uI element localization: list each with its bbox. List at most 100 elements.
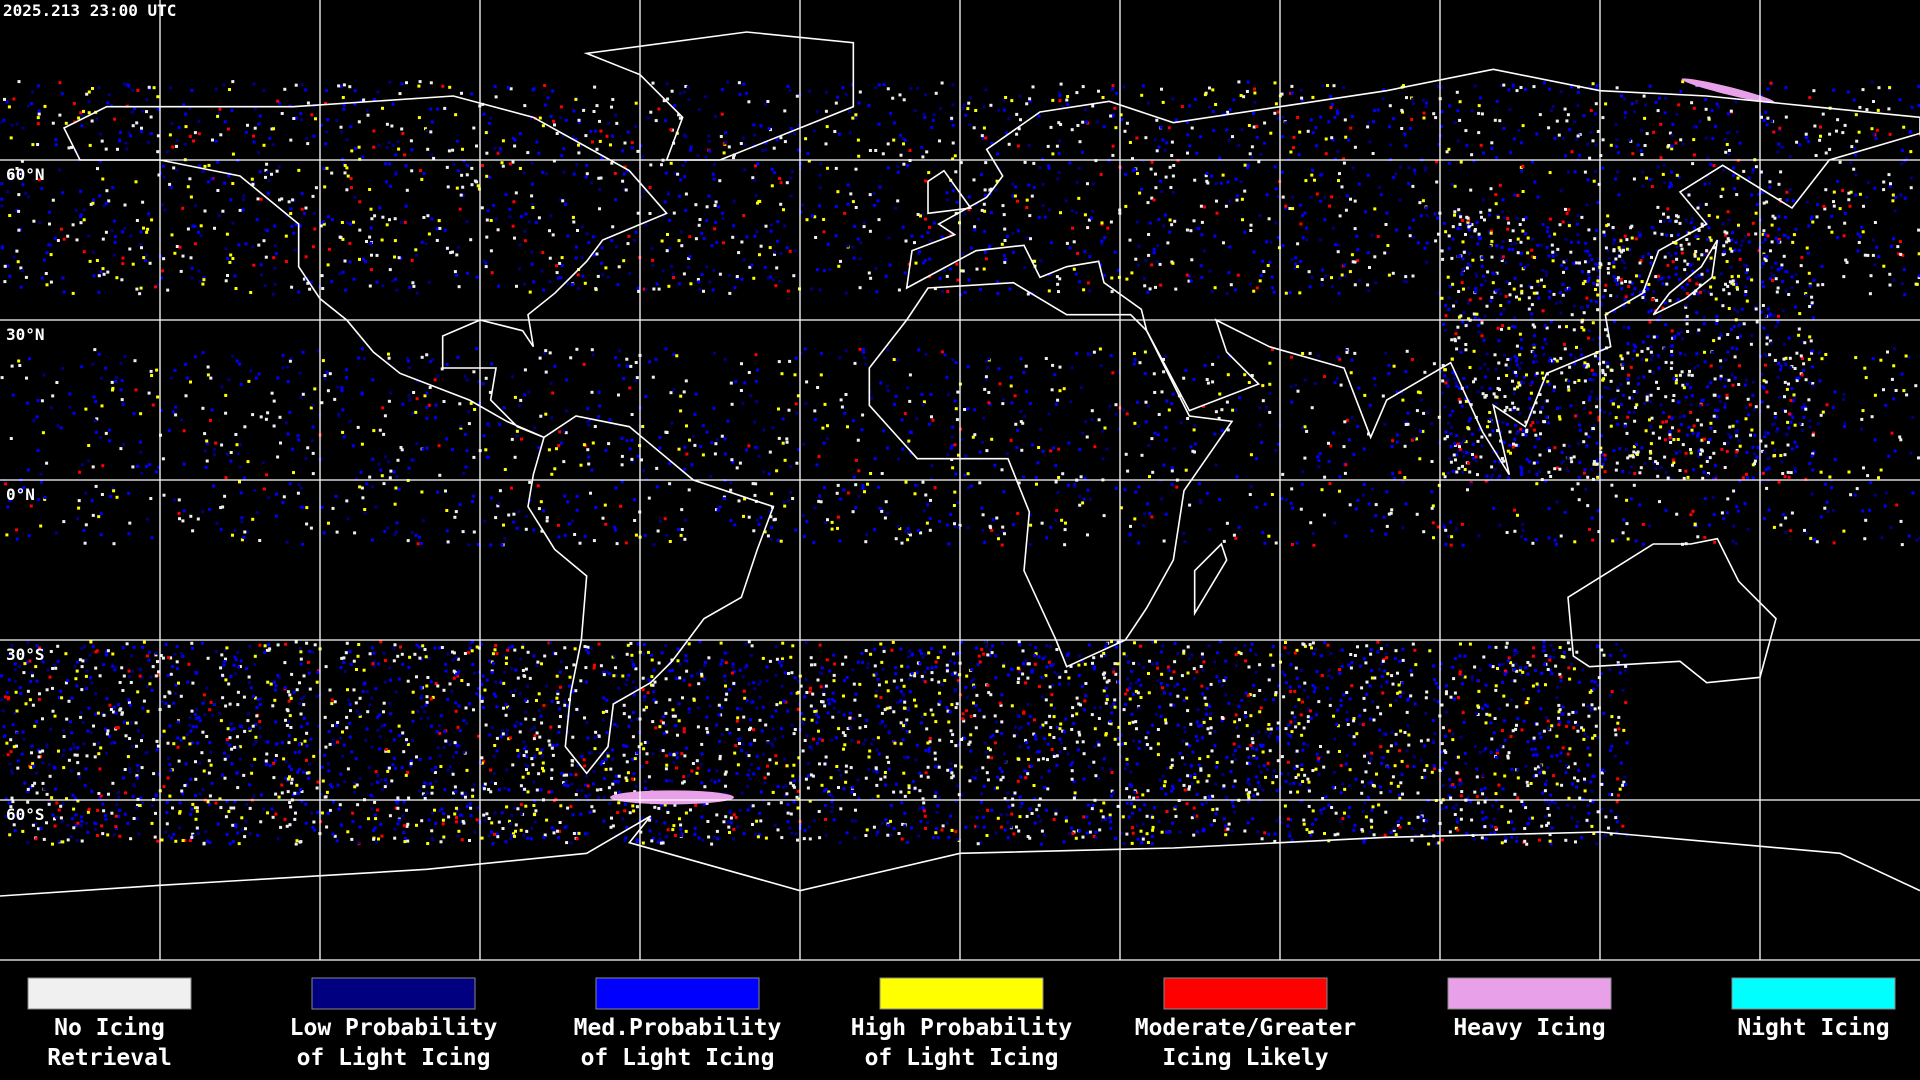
icing-pixel [1288, 207, 1292, 210]
icing-pixel [1341, 817, 1345, 821]
icing-pixel [489, 830, 493, 834]
icing-pixel [807, 774, 810, 778]
icing-pixel [16, 766, 20, 770]
icing-pixel [252, 694, 255, 698]
icing-pixel [1567, 720, 1571, 724]
icing-pixel [370, 745, 374, 749]
icing-pixel [451, 772, 455, 776]
icing-pixel [558, 821, 562, 824]
icing-pixel [280, 741, 284, 745]
icing-pixel [843, 211, 847, 215]
icing-pixel [242, 695, 246, 699]
icing-pixel [894, 672, 898, 676]
icing-pixel [349, 662, 353, 666]
icing-pixel [1102, 689, 1106, 693]
icing-pixel [1449, 784, 1453, 788]
icing-pixel [1208, 269, 1212, 273]
icing-pixel [458, 744, 462, 748]
icing-pixel [149, 115, 153, 119]
icing-pixel [1520, 800, 1524, 803]
icing-pixel [790, 671, 794, 675]
icing-pixel [857, 797, 861, 801]
icing-pixel [330, 171, 334, 175]
icing-pixel [137, 832, 141, 836]
icing-pixel [374, 687, 378, 691]
icing-pixel [521, 643, 525, 647]
icing-pixel [930, 678, 934, 682]
icing-pixel [1302, 822, 1306, 826]
icing-pixel [517, 754, 520, 758]
icing-pixel [837, 710, 841, 714]
icing-pixel [1125, 121, 1129, 125]
icing-pixel [1842, 275, 1846, 279]
icing-pixel [1247, 800, 1250, 804]
icing-pixel [1577, 768, 1581, 772]
icing-pixel [1336, 250, 1340, 254]
icing-pixel [758, 718, 762, 722]
icing-pixel [504, 840, 508, 844]
icing-pixel [1257, 730, 1261, 734]
icing-pixel [1200, 652, 1204, 656]
icing-pixel [1634, 237, 1638, 241]
icing-pixel [1624, 783, 1628, 787]
icing-pixel [32, 764, 35, 768]
icing-pixel [1315, 713, 1318, 717]
icing-pixel [1045, 808, 1048, 812]
icing-pixel [394, 806, 398, 810]
icing-pixel [475, 645, 479, 649]
icing-pixel [302, 695, 306, 699]
icing-pixel [1473, 665, 1477, 669]
icing-pixel [1079, 703, 1082, 707]
icing-pixel [1566, 113, 1570, 117]
icing-pixel [933, 765, 937, 769]
icing-pixel [299, 662, 303, 666]
icing-pixel [1425, 764, 1429, 768]
icing-pixel [1556, 806, 1560, 810]
icing-pixel [441, 822, 445, 826]
icing-pixel [1812, 278, 1816, 282]
icing-pixel [1016, 757, 1020, 761]
icing-pixel [1293, 689, 1297, 693]
icing-pixel [1143, 803, 1147, 807]
icing-pixel [384, 747, 388, 751]
icing-pixel [1044, 698, 1048, 702]
icing-pixel [1182, 649, 1186, 653]
icing-pixel [1366, 752, 1370, 756]
icing-pixel [70, 731, 74, 735]
icing-pixel [700, 752, 704, 756]
icing-pixel [1583, 789, 1587, 793]
icing-pixel [700, 781, 704, 785]
icing-pixel [858, 257, 862, 261]
icing-pixel [490, 271, 494, 275]
icing-pixel [1419, 759, 1423, 763]
icing-pixel [454, 113, 458, 117]
icing-pixel [1196, 780, 1200, 784]
icing-pixel [1117, 737, 1120, 741]
icing-pixel [441, 84, 445, 88]
icing-pixel [485, 678, 489, 682]
icing-pixel [616, 724, 620, 728]
icing-pixel [586, 736, 590, 740]
icing-pixel [1509, 698, 1513, 702]
icing-pixel [759, 819, 763, 823]
icing-pixel [1345, 753, 1349, 757]
icing-pixel [1909, 186, 1913, 190]
icing-pixel [89, 676, 92, 680]
icing-pixel [1003, 760, 1007, 763]
icing-pixel [548, 280, 552, 284]
icing-pixel [1362, 840, 1366, 844]
icing-pixel [13, 829, 17, 833]
icing-pixel [1558, 708, 1562, 712]
icing-pixel [1622, 248, 1625, 252]
icing-pixel [482, 785, 485, 789]
icing-pixel [1013, 791, 1017, 795]
icing-pixel [890, 648, 894, 652]
icing-pixel [973, 714, 977, 718]
icing-pixel [387, 749, 391, 753]
icing-pixel [357, 712, 361, 716]
icing-pixel [76, 761, 80, 765]
icing-pixel [1534, 774, 1538, 778]
icing-pixel [167, 704, 171, 708]
icing-pixel [1251, 817, 1255, 821]
icing-pixel [833, 699, 837, 703]
